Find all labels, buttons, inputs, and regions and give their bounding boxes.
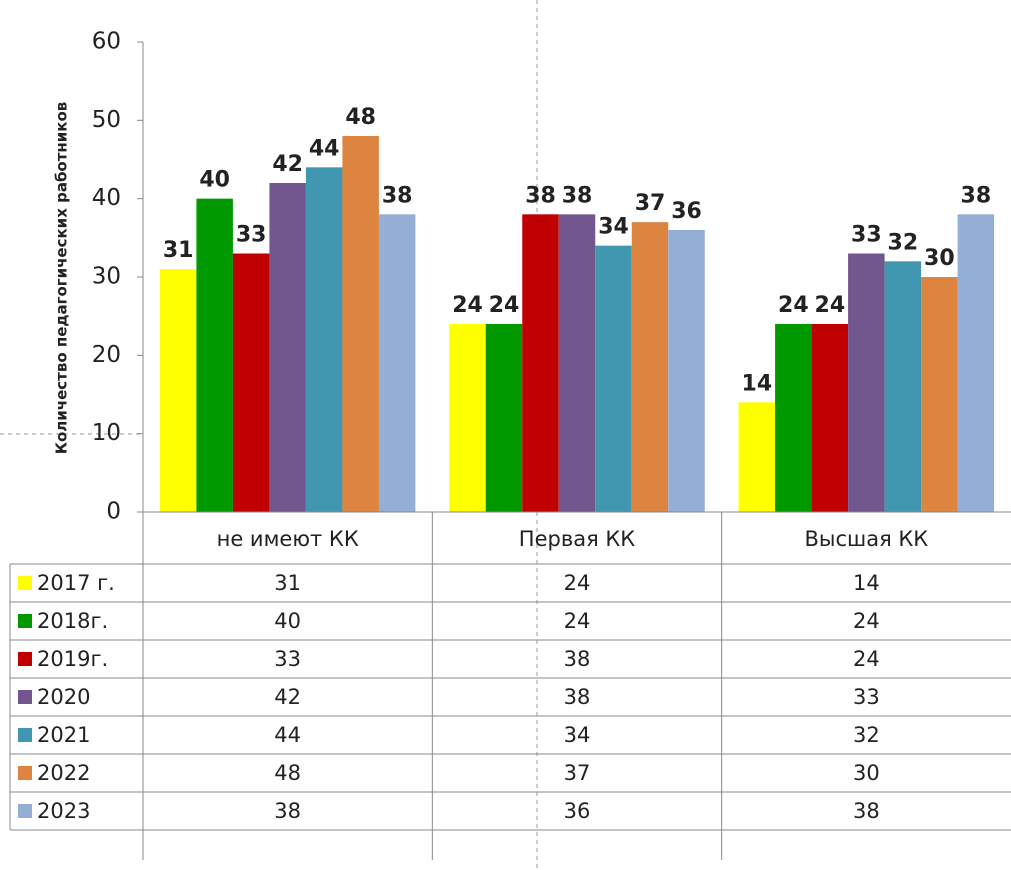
y-tick-label: 30 — [92, 264, 121, 290]
legend-key — [18, 690, 32, 704]
y-tick-label: 50 — [92, 107, 121, 133]
data-label: 36 — [671, 199, 702, 224]
data-label: 42 — [272, 152, 303, 177]
table-cell: 34 — [564, 723, 591, 747]
legend-label: 2017 г. — [37, 571, 115, 595]
table-cell: 32 — [853, 723, 880, 747]
legend-key — [18, 766, 32, 780]
data-label: 38 — [382, 183, 413, 208]
data-label: 40 — [199, 168, 230, 193]
data-label: 24 — [452, 293, 483, 318]
data-label: 31 — [163, 238, 194, 263]
table-cell: 33 — [853, 685, 880, 709]
bar — [595, 245, 632, 512]
bar — [921, 277, 958, 512]
table-cell: 24 — [564, 609, 591, 633]
bar — [232, 253, 270, 512]
bar — [738, 402, 776, 512]
bar — [485, 324, 523, 512]
bar — [775, 324, 812, 512]
legend-key — [18, 576, 32, 590]
table-cell: 36 — [564, 799, 591, 823]
bar — [848, 253, 885, 512]
table-cell: 38 — [853, 799, 880, 823]
data-label: 24 — [489, 293, 520, 318]
y-tick-label: 10 — [92, 420, 121, 446]
data-label: 33 — [236, 223, 267, 248]
table-cell: 40 — [274, 609, 301, 633]
table-cell: 31 — [274, 571, 301, 595]
bar — [668, 230, 705, 512]
table-cell: 24 — [853, 609, 880, 633]
y-axis-title: Количество педагогических работников — [53, 102, 71, 455]
y-tick-label: 20 — [92, 342, 121, 368]
bar — [159, 269, 197, 512]
table-cell: 37 — [564, 761, 591, 785]
table-cell: 33 — [274, 647, 301, 671]
table-cell: 42 — [274, 685, 301, 709]
table-cell: 44 — [274, 723, 301, 747]
y-tick-label: 40 — [92, 185, 121, 211]
legend-label: 2018г. — [37, 609, 108, 633]
y-tick-label: 60 — [92, 29, 121, 55]
table-cell: 48 — [274, 761, 301, 785]
data-label: 44 — [309, 136, 340, 161]
data-label: 30 — [924, 246, 955, 271]
x-tick-label: Высшая КК — [804, 527, 928, 551]
x-tick-label: Первая КК — [519, 527, 636, 551]
data-label: 38 — [562, 183, 593, 208]
bar — [449, 324, 486, 512]
data-label: 34 — [598, 215, 629, 240]
y-tick-label: 0 — [106, 499, 121, 525]
legend-label: 2021 — [37, 723, 90, 747]
legend-key — [18, 804, 32, 818]
legend-label: 2019г. — [37, 647, 108, 671]
legend-key — [18, 728, 32, 742]
legend-label: 2020 — [37, 685, 90, 709]
data-label: 38 — [961, 183, 992, 208]
bar — [558, 214, 596, 513]
bar — [884, 261, 922, 512]
bar — [305, 167, 343, 513]
legend-label: 2023 — [37, 799, 90, 823]
data-label: 48 — [345, 105, 376, 130]
table-cell: 38 — [564, 647, 591, 671]
data-label: 24 — [815, 293, 846, 318]
data-label: 24 — [778, 293, 809, 318]
legend-key — [18, 614, 32, 628]
data-label: 14 — [742, 371, 773, 396]
table-cell: 14 — [853, 571, 880, 595]
bar — [631, 222, 669, 512]
table-cell: 38 — [274, 799, 301, 823]
table-cell: 30 — [853, 761, 880, 785]
table-cell: 38 — [564, 685, 591, 709]
bar — [196, 198, 233, 512]
data-label: 38 — [525, 183, 556, 208]
bar — [342, 136, 379, 512]
bar — [957, 214, 995, 513]
table-cell: 24 — [564, 571, 591, 595]
bar — [522, 214, 559, 513]
table-cell: 24 — [853, 647, 880, 671]
x-tick-label: не имеют КК — [217, 527, 359, 551]
data-label: 33 — [851, 223, 882, 248]
bar — [378, 214, 416, 513]
legend-label: 2022 — [37, 761, 90, 785]
bar — [269, 183, 306, 512]
bar — [811, 324, 849, 512]
legend-key — [18, 652, 32, 666]
data-label: 32 — [888, 230, 919, 255]
data-label: 37 — [635, 191, 666, 216]
